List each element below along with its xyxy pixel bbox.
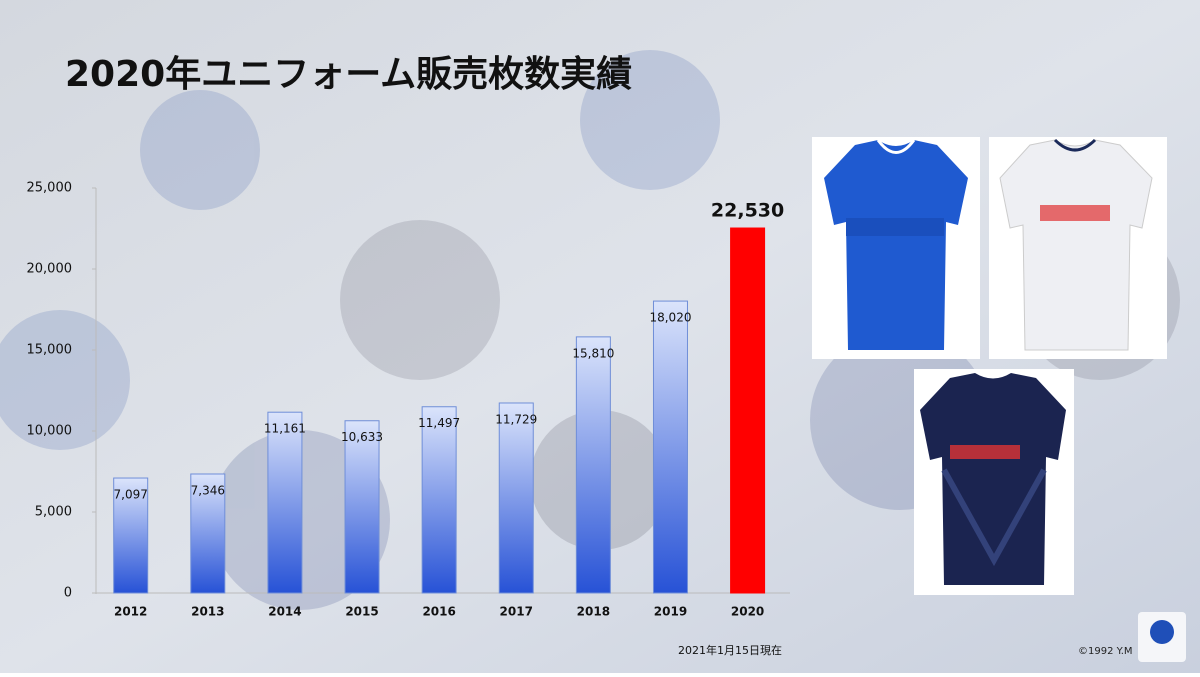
value-label: 18,020 bbox=[649, 311, 691, 325]
value-label: 7,097 bbox=[114, 488, 148, 502]
value-label: 11,161 bbox=[264, 422, 306, 436]
jersey-away bbox=[989, 137, 1167, 359]
bar bbox=[344, 420, 380, 594]
x-tick-label: 2016 bbox=[422, 605, 455, 619]
bar bbox=[498, 402, 534, 594]
bar bbox=[421, 406, 457, 594]
x-tick-label: 2014 bbox=[268, 605, 301, 619]
jersey-third bbox=[914, 369, 1074, 595]
bar bbox=[730, 227, 766, 594]
bar bbox=[575, 336, 611, 594]
y-tick-label: 0 bbox=[64, 586, 72, 601]
copyright: ©1992 Y.M bbox=[1078, 646, 1133, 657]
value-label: 11,497 bbox=[418, 416, 460, 430]
jersey-home bbox=[812, 137, 980, 359]
x-tick-label: 2018 bbox=[577, 605, 610, 619]
value-label: 15,810 bbox=[572, 346, 614, 360]
chart-title: 2020年ユニフォーム販売枚数実績 bbox=[65, 54, 632, 95]
note: 2021年1月15日現在 bbox=[678, 643, 782, 657]
value-label: 11,729 bbox=[495, 412, 537, 426]
y-tick-label: 5,000 bbox=[35, 505, 72, 520]
y-tick-label: 20,000 bbox=[27, 262, 73, 277]
x-tick-label: 2019 bbox=[654, 605, 687, 619]
bar bbox=[190, 473, 226, 594]
y-tick-label: 10,000 bbox=[27, 424, 73, 439]
value-label: 22,530 bbox=[711, 200, 784, 222]
x-tick-label: 2015 bbox=[345, 605, 378, 619]
bar bbox=[267, 411, 303, 594]
y-tick-label: 25,000 bbox=[27, 181, 73, 196]
bar bbox=[652, 300, 688, 594]
club-logo-emblem bbox=[1150, 620, 1174, 644]
value-label: 10,633 bbox=[341, 430, 383, 444]
y-tick-label: 15,000 bbox=[27, 343, 73, 358]
x-tick-label: 2013 bbox=[191, 605, 224, 619]
bar bbox=[113, 477, 149, 594]
x-tick-label: 2020 bbox=[731, 605, 764, 619]
value-label: 7,346 bbox=[191, 483, 225, 497]
x-tick-label: 2017 bbox=[500, 605, 533, 619]
x-tick-label: 2012 bbox=[114, 605, 147, 619]
